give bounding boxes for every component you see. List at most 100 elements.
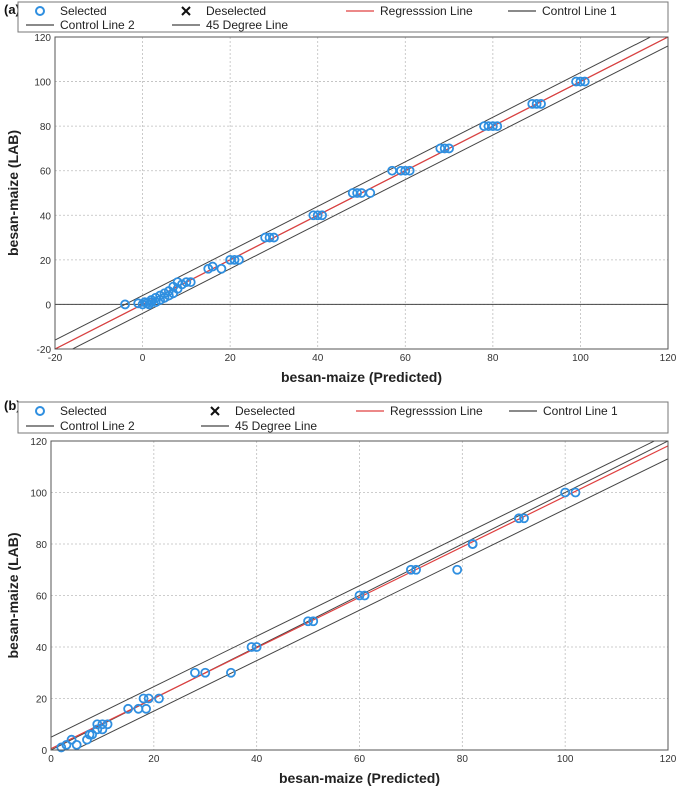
legend-a: Selected Deselected Regresssion Line Contro… (17, 1, 669, 33)
data-point (354, 590, 365, 601)
data-point (200, 667, 211, 678)
data-point (92, 719, 103, 730)
data-point (120, 299, 130, 310)
points-b (56, 487, 581, 753)
y-tick-label: 100 (30, 489, 47, 500)
x-tick-label: 60 (354, 754, 366, 765)
x-tick-label: 0 (140, 353, 146, 364)
data-point (365, 188, 376, 198)
data-point (137, 299, 148, 310)
data-point (190, 667, 200, 678)
data-point (102, 719, 113, 730)
x-tick-label: 100 (572, 353, 589, 364)
data-point (570, 487, 581, 498)
data-point (226, 667, 236, 678)
legend-label: 45 Degree Line (235, 419, 317, 433)
x-tick-label: 20 (225, 353, 237, 364)
x-tick-label: 20 (148, 754, 160, 765)
legend-marker-x-icon (210, 406, 220, 416)
data-point (487, 121, 498, 132)
control-line-2 (51, 441, 656, 738)
data-point (92, 724, 103, 735)
data-point (444, 143, 454, 154)
y-tick-label: 20 (36, 695, 48, 706)
control-line-1 (73, 458, 668, 750)
data-point (308, 616, 319, 627)
data-point (66, 734, 77, 745)
legend-b: Selected Deselected Regresssion Line Contro… (17, 401, 669, 434)
legend-item-deselected: Deselected (181, 4, 266, 18)
legend-label: Regresssion Line (390, 404, 483, 418)
data-point (492, 121, 503, 132)
x-tick-label: 120 (660, 754, 676, 765)
y-tick-label: 0 (41, 746, 47, 757)
data-point (400, 165, 411, 176)
legend-label: Selected (60, 404, 107, 418)
x-tick-label: 80 (457, 754, 469, 765)
data-point (467, 539, 478, 549)
legend-item-45-degree-line: 45 Degree Line (201, 419, 317, 433)
data-point (233, 254, 244, 265)
data-point (56, 742, 67, 753)
data-point (138, 693, 149, 704)
y-axis-label-a: besan-maize (LAB) (5, 130, 21, 256)
data-point (269, 232, 279, 243)
legend-label: Control Line 1 (543, 404, 618, 418)
legend-label: Control Line 2 (60, 18, 135, 32)
data-point (359, 590, 370, 601)
data-point (229, 254, 240, 265)
legend-item-control-line-1: Control Line 1 (509, 404, 618, 418)
legend-item-selected: Selected (35, 404, 107, 418)
legend-item-control-line-2: Control Line 2 (26, 419, 135, 433)
data-point (246, 642, 257, 652)
y-tick-label: 40 (36, 643, 48, 654)
data-point (97, 724, 108, 735)
data-point (452, 564, 463, 575)
x-tick-label: 40 (312, 353, 324, 364)
y-tick-label: 60 (36, 592, 48, 603)
data-point (560, 487, 571, 498)
data-point (87, 729, 98, 740)
legend-item-selected: Selected (35, 4, 107, 18)
data-point (411, 564, 421, 575)
x-tick-label: 40 (251, 754, 263, 765)
data-point (264, 232, 275, 243)
data-point (312, 210, 323, 221)
legend-marker-circle-icon (35, 6, 45, 16)
lines-b (51, 441, 668, 750)
x-tick-label: 120 (660, 353, 676, 364)
data-point (536, 98, 546, 109)
legend-item-regresssion-line: Regresssion Line (346, 4, 473, 18)
chart-panel-b: (b) Selected Deselected Regresssion Line Co… (4, 398, 676, 786)
legend-label: Regresssion Line (380, 4, 473, 18)
y-tick-label: 0 (45, 300, 51, 311)
data-point (513, 513, 524, 524)
data-point (579, 76, 590, 87)
ticks-b: 0 20 40 60 80 100 120 0 20 40 60 80 100 120 (30, 437, 676, 765)
legend-label: Selected (60, 4, 107, 18)
legend-label: Control Line 1 (542, 4, 617, 18)
data-point (216, 263, 227, 274)
legend-marker-x-icon (181, 6, 191, 16)
legend-label: Deselected (235, 404, 295, 418)
x-tick-label: 100 (557, 754, 574, 765)
legend-box (17, 401, 669, 434)
chart-panel-a: (a) Selected Deselected Regresssion Line Co… (4, 1, 676, 385)
panel-label-a: (a) (4, 2, 20, 17)
points-a (120, 76, 590, 310)
data-point (154, 693, 164, 704)
data-point (71, 739, 82, 750)
data-point (531, 98, 542, 109)
data-point (207, 261, 218, 272)
data-point (82, 734, 92, 745)
data-point (61, 739, 72, 750)
legend-item-control-line-1: Control Line 1 (508, 4, 617, 18)
panel-label-b: (b) (4, 398, 21, 413)
data-point (143, 693, 154, 704)
x-tick-label: 0 (48, 754, 54, 765)
data-point (404, 165, 415, 176)
legend-box (17, 1, 669, 33)
data-point (251, 642, 262, 652)
y-tick-label: 80 (36, 540, 48, 551)
data-point (185, 277, 196, 288)
